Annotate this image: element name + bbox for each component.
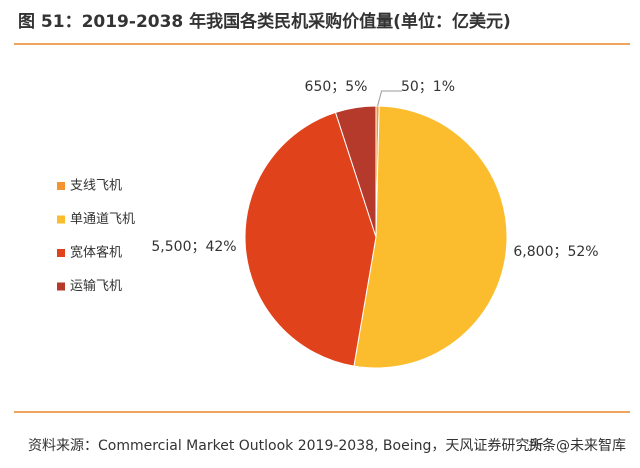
pie-slice — [244, 111, 377, 367]
watermark: 头条@未来智库 — [528, 437, 626, 454]
pie-slice — [353, 105, 508, 369]
legend-label: 宽体客机 — [70, 245, 122, 261]
legend-swatch — [57, 215, 65, 224]
data-label: 5,500；42% — [151, 239, 236, 255]
legend-swatch — [57, 182, 65, 190]
source-note: 资料来源：Commercial Market Outlook 2019-2038… — [28, 438, 543, 454]
chart-title: 图 51：2019-2038 年我国各类民机采购价值量(单位：亿美元) — [18, 11, 511, 32]
leader-line — [377, 90, 402, 107]
legend-label: 单通道飞机 — [70, 212, 135, 227]
legend-label: 支线飞机 — [70, 179, 122, 194]
data-label: 650；5% — [305, 79, 368, 95]
data-label: 50；1% — [401, 79, 455, 95]
legend-swatch — [57, 282, 65, 291]
data-label: 6,800；52% — [513, 244, 598, 260]
legend-label: 运输飞机 — [70, 278, 122, 294]
pie-slice — [334, 105, 377, 238]
legend-swatch — [57, 249, 65, 257]
